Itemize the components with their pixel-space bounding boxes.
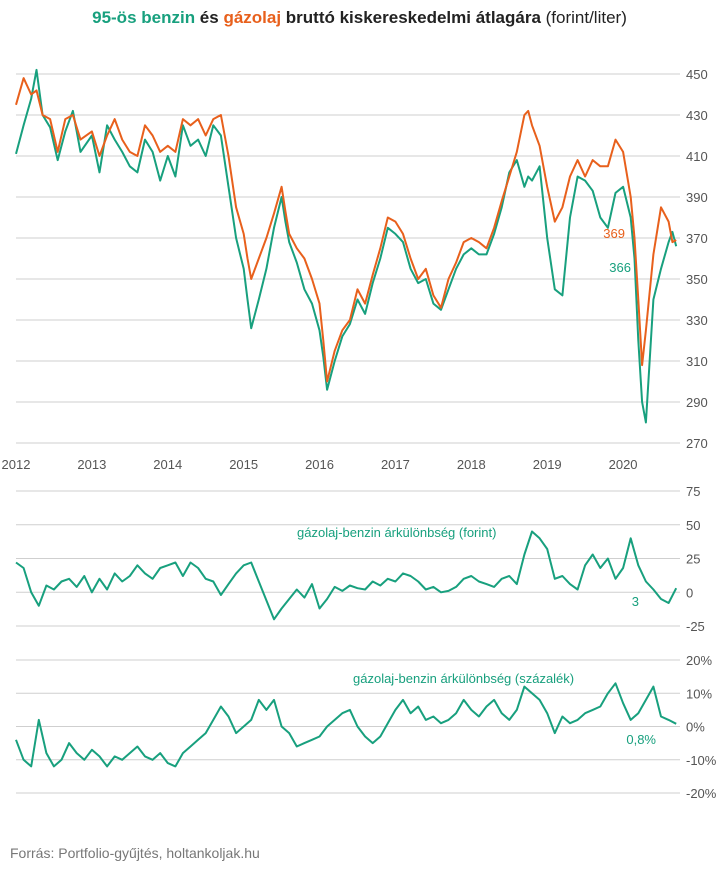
end-label-szazalek: 0,8% (626, 732, 656, 747)
y-tick-label: 350 (686, 272, 708, 287)
x-tick-label: 2018 (457, 457, 486, 472)
y-tick-label: 390 (686, 190, 708, 205)
y-tick-label: -25 (686, 619, 705, 634)
series-line (15, 68, 678, 424)
y-tick-label: 370 (686, 231, 708, 246)
x-tick-label: 2020 (609, 457, 638, 472)
y-tick-label: 430 (686, 108, 708, 123)
series-line (15, 682, 677, 768)
y-tick-label: -20% (686, 786, 717, 801)
panel-annotation-forint: gázolaj-benzin árkülönbség (forint) (297, 525, 496, 540)
end-label-benzin: 366 (609, 260, 631, 275)
y-tick-label: 20% (686, 653, 712, 668)
chart-title: 95-ös benzin és gázolaj bruttó kiskeresk… (0, 8, 719, 28)
y-tick-label: 410 (686, 149, 708, 164)
end-label-gazolaj: 369 (603, 226, 625, 241)
series-line (15, 77, 677, 383)
end-label-forint: 3 (632, 594, 639, 609)
y-tick-label: 50 (686, 518, 700, 533)
x-tick-label: 2013 (77, 457, 106, 472)
x-tick-label: 2015 (229, 457, 258, 472)
title-main: bruttó kiskereskedelmi átlagára (281, 8, 541, 27)
y-tick-label: 330 (686, 313, 708, 328)
y-tick-label: -10% (686, 753, 717, 768)
title-connector: és (195, 8, 224, 27)
x-tick-label: 2012 (2, 457, 31, 472)
title-benzin: 95-ös benzin (92, 8, 196, 27)
panel-annotation-szazalek: gázolaj-benzin árkülönbség (százalék) (353, 671, 574, 686)
y-tick-label: 0 (686, 585, 693, 600)
title-unit: (forint/liter) (540, 8, 627, 27)
y-tick-label: 25 (686, 552, 700, 567)
source-note: Forrás: Portfolio-gyűjtés, holtankoljak.… (10, 845, 260, 861)
x-tick-label: 2016 (305, 457, 334, 472)
y-tick-label: 290 (686, 395, 708, 410)
series-line (15, 530, 678, 621)
x-tick-label: 2014 (153, 457, 182, 472)
y-tick-label: 10% (686, 686, 712, 701)
y-tick-label: 450 (686, 67, 708, 82)
y-tick-label: 0% (686, 720, 705, 735)
y-tick-label: 310 (686, 354, 708, 369)
title-gazolaj: gázolaj (223, 8, 282, 27)
x-tick-label: 2019 (533, 457, 562, 472)
y-tick-label: 75 (686, 484, 700, 499)
x-tick-label: 2017 (381, 457, 410, 472)
y-tick-label: 270 (686, 436, 708, 451)
